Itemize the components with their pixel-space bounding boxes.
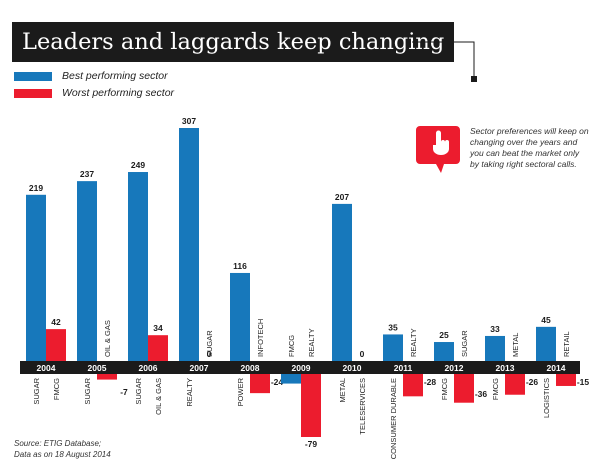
best-bar xyxy=(383,334,403,361)
worst-sector-label: METAL xyxy=(511,333,520,357)
best-sector-label: REALTY xyxy=(185,378,194,407)
year-label: 2009 xyxy=(292,363,311,373)
legend-worst-swatch xyxy=(14,88,52,98)
legend-worst-label: Worst performing sector xyxy=(62,87,175,99)
best-sector-label: FMCG xyxy=(440,378,449,400)
value-label: 116 xyxy=(233,261,247,271)
worst-bar xyxy=(250,374,270,394)
chart-title: Leaders and laggards keep changing xyxy=(22,29,445,55)
best-bar xyxy=(128,172,148,361)
value-label: 34 xyxy=(153,323,163,333)
year-label: 2008 xyxy=(241,363,260,373)
source-note: Source: ETIG Database; Data as on 18 Aug… xyxy=(14,438,111,460)
best-sector-label: FMCG xyxy=(287,335,296,357)
best-bar xyxy=(230,272,250,361)
pointing-hand-icon xyxy=(416,126,460,173)
worst-sector-label: RETAIL xyxy=(562,331,571,357)
year-label: 2005 xyxy=(88,363,107,373)
source-line-2: Data as on 18 August 2014 xyxy=(14,450,111,459)
value-label: 307 xyxy=(182,116,196,126)
value-label: 219 xyxy=(29,183,43,193)
value-label: -28 xyxy=(424,377,437,387)
legend-worst: Worst performing sector xyxy=(14,87,174,99)
best-sector-label: METAL xyxy=(338,378,347,402)
year-band xyxy=(20,361,580,374)
best-bar xyxy=(434,342,454,361)
value-label: -36 xyxy=(475,389,488,399)
year-label: 2007 xyxy=(190,363,209,373)
year-label: 2012 xyxy=(445,363,464,373)
value-label: 249 xyxy=(131,160,145,170)
worst-bar xyxy=(505,374,525,395)
year-label: 2010 xyxy=(343,363,362,373)
value-label: 237 xyxy=(80,169,94,179)
best-sector-label: SUGAR xyxy=(83,377,92,404)
worst-sector-label: INFOTECH xyxy=(256,319,265,357)
worst-sector-label: OIL & GAS xyxy=(103,320,112,357)
callout-note: Sector preferences will keep on changing… xyxy=(470,126,589,169)
worst-sector-label: TELESERVICES xyxy=(358,378,367,435)
year-label: 2011 xyxy=(394,363,413,373)
chart-title-box: Leaders and laggards keep changing xyxy=(12,22,455,62)
best-bar xyxy=(26,194,46,361)
legend-best-label: Best performing sector xyxy=(62,70,168,82)
value-label: -7 xyxy=(120,387,128,397)
worst-bar xyxy=(556,374,576,386)
year-label: 2013 xyxy=(496,363,515,373)
best-sector-label: SUGAR xyxy=(32,377,41,404)
legend-best: Best performing sector xyxy=(14,70,168,82)
worst-bar xyxy=(46,329,66,361)
worst-sector-label: REALTY xyxy=(307,328,316,357)
source-line-1: Source: ETIG Database; xyxy=(14,439,102,448)
value-label: 33 xyxy=(490,324,500,334)
value-label: 0 xyxy=(360,349,365,359)
best-sector-label: CONSUMER DURABLE xyxy=(389,378,398,459)
worst-sector-label: SUGAR xyxy=(205,330,214,357)
value-label: -79 xyxy=(305,439,318,449)
best-bar xyxy=(332,203,352,361)
worst-bar xyxy=(148,335,168,361)
year-label: 2006 xyxy=(139,363,158,373)
worst-sector-label: SUGAR xyxy=(460,330,469,357)
best-sector-label: FMCG xyxy=(491,378,500,400)
value-label: 42 xyxy=(51,317,61,327)
best-bar xyxy=(536,326,556,361)
worst-sector-label: OIL & GAS xyxy=(154,378,163,415)
best-bar xyxy=(485,335,505,361)
best-sector-label: POWER xyxy=(236,377,245,406)
legend-best-swatch xyxy=(14,71,52,81)
value-label: -26 xyxy=(526,377,539,387)
best-bar xyxy=(179,128,199,361)
worst-sector-label: REALTY xyxy=(409,328,418,357)
value-label: 35 xyxy=(388,322,398,332)
year-label: 2004 xyxy=(37,363,56,373)
title-pointer-dot xyxy=(471,76,477,82)
worst-bar xyxy=(403,374,423,397)
value-label: -15 xyxy=(577,377,590,387)
worst-sector-label: FMCG xyxy=(52,378,61,400)
worst-bar xyxy=(454,374,474,403)
value-label: 0 xyxy=(207,349,212,359)
title-pointer-line xyxy=(412,41,475,78)
worst-bar xyxy=(97,374,117,380)
best-bar xyxy=(77,181,97,361)
year-label: 2014 xyxy=(547,363,566,373)
value-label: 207 xyxy=(335,192,349,202)
best-bar xyxy=(281,374,301,384)
worst-bar xyxy=(301,374,321,437)
value-label: -24 xyxy=(271,377,284,387)
best-sector-label: SUGAR xyxy=(134,377,143,404)
best-sector-label: LOGISTICS xyxy=(542,378,551,418)
value-label: 45 xyxy=(541,315,551,325)
value-label: 25 xyxy=(439,330,449,340)
